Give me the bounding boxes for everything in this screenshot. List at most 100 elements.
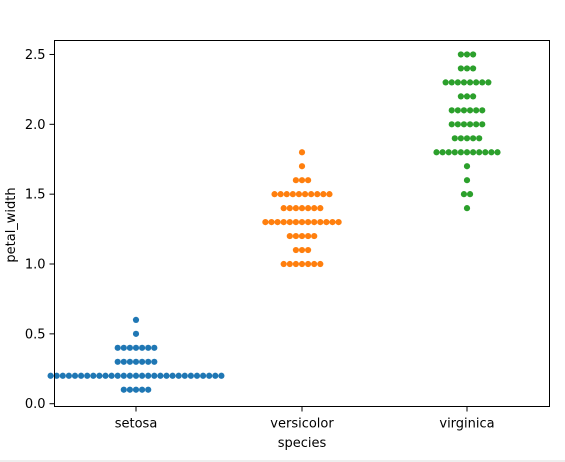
data-point-versicolor [274,219,281,226]
data-point-setosa [139,372,146,379]
plot-frame [54,40,550,407]
data-point-setosa [114,344,121,351]
data-point-setosa [145,372,152,379]
data-point-virginica [476,135,483,142]
data-point-versicolor [295,191,303,198]
data-point-setosa [218,372,225,379]
data-point-virginica [470,135,477,142]
data-point-versicolor [317,205,324,212]
data-point-virginica [463,135,471,142]
data-point-setosa [132,372,140,379]
x-axis-label: species [278,436,327,451]
data-point-versicolor [280,260,287,268]
data-point-versicolor [317,219,324,226]
data-point-setosa [181,372,188,379]
data-point-virginica [473,121,480,128]
data-point-versicolor [286,205,293,212]
data-point-versicolor [305,246,312,254]
data-point-setosa [132,386,140,393]
data-point-versicolor [329,219,336,226]
data-point-versicolor [311,260,318,268]
data-point-setosa [200,372,207,379]
data-point-versicolor [271,191,278,198]
data-point-setosa [84,372,91,379]
data-point-setosa [132,316,140,323]
data-point-virginica [479,107,486,114]
data-point-versicolor [292,232,299,240]
x-tick-label-virginica: virginica [439,417,494,432]
data-point-setosa [53,372,60,379]
data-point-versicolor [298,205,306,212]
data-point-virginica [466,107,474,114]
data-point-versicolor [308,191,315,198]
data-point-versicolor [311,205,318,212]
data-point-virginica [463,205,471,212]
data-point-versicolor [280,205,287,212]
data-point-versicolor [301,191,309,198]
data-point-virginica [457,93,464,100]
data-point-setosa [120,358,127,365]
y-tick-label: 2.5 [25,48,46,63]
data-point-virginica [466,191,474,198]
data-point-virginica [448,121,455,128]
data-point-virginica [470,149,477,156]
data-point-setosa [126,358,133,365]
data-point-setosa [78,372,85,379]
data-point-virginica [470,93,477,100]
data-point-setosa [206,372,213,379]
data-point-versicolor [311,232,318,240]
data-point-setosa [96,372,103,379]
data-point-versicolor [289,191,296,198]
data-point-virginica [442,79,449,86]
data-point-setosa [114,358,121,365]
data-point-virginica [454,121,461,128]
data-point-virginica [460,107,468,114]
data-point-versicolor [292,205,299,212]
data-point-virginica [451,149,458,156]
data-point-versicolor [286,260,293,268]
data-point-setosa [139,344,146,351]
data-point-virginica [466,121,474,128]
data-point-setosa [163,372,170,379]
data-point-virginica [463,65,471,72]
data-point-versicolor [335,219,342,226]
data-point-virginica [482,149,489,156]
data-point-virginica [439,149,446,156]
x-tick-label-setosa: setosa [115,417,158,432]
data-point-setosa [132,344,140,351]
y-axis-label: petal_width [4,187,19,262]
data-point-versicolor [326,191,333,198]
data-point-setosa [120,344,127,351]
y-tick-label: 1.5 [25,188,46,203]
data-point-setosa [65,372,72,379]
data-point-versicolor [298,219,306,226]
data-point-setosa [145,386,152,393]
data-point-virginica [454,107,461,114]
data-point-versicolor [305,260,312,268]
data-point-setosa [59,372,66,379]
data-point-versicolor [305,177,312,184]
data-point-virginica [433,149,440,156]
data-point-virginica [457,65,464,72]
data-point-virginica [463,177,471,184]
data-point-setosa [193,372,201,379]
data-point-virginica [463,163,471,170]
data-point-setosa [157,372,164,379]
data-point-virginica [460,191,468,198]
data-point-versicolor [298,149,306,156]
data-point-setosa [132,358,140,365]
points-layer [47,51,501,393]
data-point-setosa [132,330,140,337]
data-point-virginica [479,79,486,86]
data-point-setosa [126,372,133,379]
data-point-virginica [457,51,464,58]
y-tick-label: 1.0 [25,258,46,273]
data-point-virginica [457,149,464,156]
data-point-versicolor [268,219,275,226]
data-point-setosa [151,344,158,351]
data-point-setosa [151,372,158,379]
data-point-versicolor [298,177,306,184]
data-point-setosa [151,358,158,365]
y-axis-ticks: 0.0 0.5 1.0 1.5 2.0 2.5 [25,48,55,412]
